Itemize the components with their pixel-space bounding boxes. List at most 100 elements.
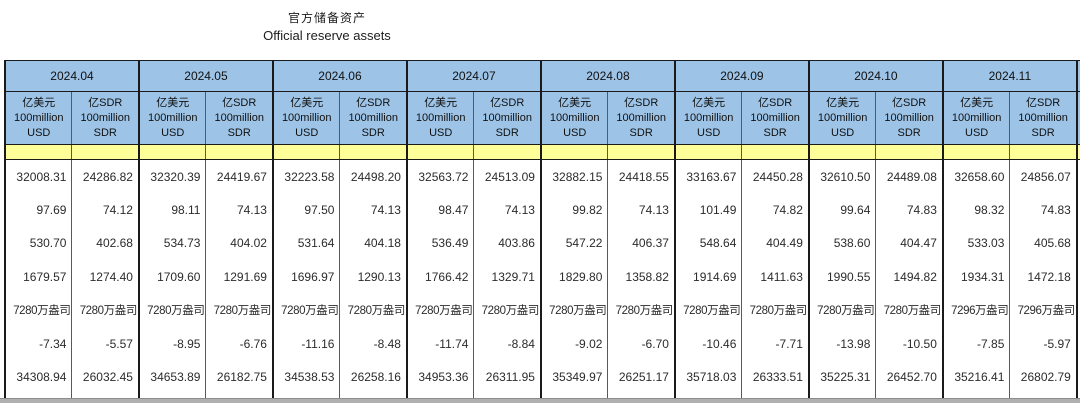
data-cell-cropped [1075, 360, 1080, 394]
data-cell: -11.74 [405, 326, 474, 361]
data-cell: 32008.31 [4, 159, 72, 194]
unit-header-cell-cropped [1075, 91, 1080, 145]
data-cell: 7280万盎司 [741, 293, 809, 327]
data-cell: 1494.82 [875, 260, 943, 294]
data-cell: 26251.17 [607, 360, 675, 394]
data-cell: 7280万盎司 [137, 293, 206, 327]
data-cell: 533.03 [941, 226, 1010, 261]
data-cell: 1472.18 [1009, 260, 1077, 294]
data-cell: 7280万盎司 [71, 293, 139, 327]
band-cell [205, 144, 273, 160]
data-cell: -5.97 [1009, 326, 1077, 361]
data-cell: -7.85 [941, 326, 1010, 361]
bottom-edge-strip [0, 398, 1080, 403]
unit-header-cell-usd: 亿美元 100million USD [271, 91, 340, 145]
data-cell: 24513.09 [473, 159, 541, 194]
unit-header-cell-usd: 亿美元 100million USD [4, 91, 72, 145]
data-cell: 35225.31 [807, 360, 876, 394]
data-cell: 101.49 [673, 193, 742, 227]
band-cell-cropped [1075, 144, 1080, 160]
data-cell: 74.13 [339, 193, 407, 227]
data-cell: -11.16 [271, 326, 340, 361]
data-cell: 1990.55 [807, 260, 876, 294]
data-cell: 1914.69 [673, 260, 742, 294]
unit-header-cell-sdr: 亿SDR 100million SDR [71, 91, 139, 145]
data-cell: 32320.39 [137, 159, 206, 194]
data-cell: -8.95 [137, 326, 206, 361]
band-cell [741, 144, 809, 160]
unit-header-row: 亿美元 100million USD 亿SDR 100million SDR 亿美元… [4, 91, 1080, 145]
table-row: 32008.31 24286.82 32320.39 24419.67 32223.58… [4, 159, 1080, 194]
table-row: -7.34 -5.57 -8.95 -6.76 -11.16 -8.48 -11.74 -8.… [4, 326, 1080, 361]
yellow-band-row [4, 144, 1080, 160]
band-cell [607, 144, 675, 160]
data-cell: 34653.89 [137, 360, 206, 394]
data-cell: 35718.03 [673, 360, 742, 394]
band-cell [1009, 144, 1077, 160]
data-cell: -6.76 [205, 326, 273, 361]
data-cell: 74.13 [473, 193, 541, 227]
data-cell: 7296万盎司 [941, 293, 1010, 327]
data-cell: -10.50 [875, 326, 943, 361]
month-header-cell: 2024.04 [4, 60, 139, 92]
data-cell: 538.60 [807, 226, 876, 261]
data-cell-cropped [1075, 293, 1080, 327]
unit-header-cell-usd: 亿美元 100million USD [941, 91, 1010, 145]
data-cell: 26333.51 [741, 360, 809, 394]
unit-header-cell-sdr: 亿SDR 100million SDR [607, 91, 675, 145]
table-head: 2024.04 2024.05 2024.06 2024.07 2024.08 2024.… [4, 60, 1080, 160]
data-cell: 1290.13 [339, 260, 407, 294]
data-cell: 547.22 [539, 226, 608, 261]
month-header-cell: 2024.11 [941, 60, 1077, 92]
data-cell: 26311.95 [473, 360, 541, 394]
month-header-cell: 2024.09 [673, 60, 809, 92]
data-cell: 97.69 [4, 193, 72, 227]
band-cell [539, 144, 608, 160]
data-cell: 1274.40 [71, 260, 139, 294]
data-cell: 404.49 [741, 226, 809, 261]
data-cell: 530.70 [4, 226, 72, 261]
band-cell [71, 144, 139, 160]
data-cell: 26452.70 [875, 360, 943, 394]
data-cell: 26182.75 [205, 360, 273, 394]
month-header-cell: 2024.05 [137, 60, 273, 92]
band-cell [807, 144, 876, 160]
data-cell: 24489.08 [875, 159, 943, 194]
data-cell: 1709.60 [137, 260, 206, 294]
data-cell-cropped [1075, 159, 1080, 194]
unit-header-cell-sdr: 亿SDR 100million SDR [741, 91, 809, 145]
data-cell: 32610.50 [807, 159, 876, 194]
data-cell: 406.37 [607, 226, 675, 261]
data-cell: 404.47 [875, 226, 943, 261]
data-cell: -9.02 [539, 326, 608, 361]
data-cell: 1679.57 [4, 260, 72, 294]
data-cell: -7.34 [4, 326, 72, 361]
data-cell: -5.57 [71, 326, 139, 361]
band-cell [875, 144, 943, 160]
data-cell: 24418.55 [607, 159, 675, 194]
data-cell: 7280万盎司 [473, 293, 541, 327]
data-cell: 402.68 [71, 226, 139, 261]
data-cell: 1934.31 [941, 260, 1010, 294]
data-cell: 548.64 [673, 226, 742, 261]
data-cell: 7296万盎司 [1009, 293, 1077, 327]
month-header-cell: 2024.10 [807, 60, 943, 92]
data-cell: 98.47 [405, 193, 474, 227]
data-cell: -8.48 [339, 326, 407, 361]
data-cell: 1291.69 [205, 260, 273, 294]
band-cell [137, 144, 206, 160]
band-cell [271, 144, 340, 160]
data-cell-cropped [1075, 226, 1080, 261]
data-cell: -8.84 [473, 326, 541, 361]
data-cell: 7280万盎司 [673, 293, 742, 327]
band-cell [673, 144, 742, 160]
official-reserve-assets-table: 2024.04 2024.05 2024.06 2024.07 2024.08 2024.… [4, 60, 1080, 403]
data-cell: 7280万盎司 [607, 293, 675, 327]
unit-header-cell-usd: 亿美元 100million USD [539, 91, 608, 145]
band-cell [339, 144, 407, 160]
data-cell: 7280万盎司 [807, 293, 876, 327]
unit-header-cell-sdr: 亿SDR 100million SDR [1009, 91, 1077, 145]
data-cell: 24286.82 [71, 159, 139, 194]
data-cell: 74.82 [741, 193, 809, 227]
